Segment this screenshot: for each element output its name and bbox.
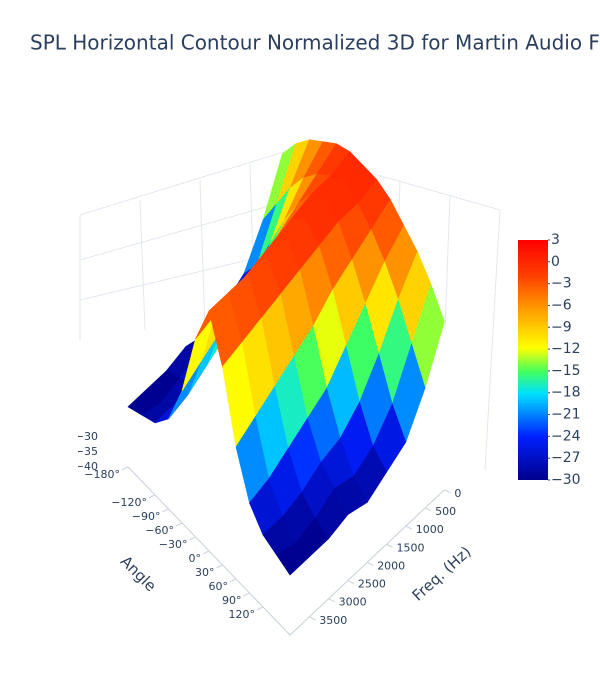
y-tick: [386, 543, 393, 548]
x-tick-label: 90°: [222, 594, 242, 607]
colorbar-tick-label: −6: [551, 297, 572, 313]
x-tick: [175, 522, 183, 527]
y-tick-label: 3500: [319, 614, 347, 627]
x-axis-title: Angle: [117, 552, 160, 595]
y-tick: [424, 507, 432, 512]
colorbar-tick-label: 3: [551, 232, 560, 248]
x-tick-label: −60°: [145, 524, 174, 537]
x-tick: [216, 564, 223, 569]
y-tick: [444, 489, 451, 494]
chart-title: SPL Horizontal Contour Normalized 3D for…: [30, 31, 600, 55]
x-tick-label: −90°: [132, 510, 161, 523]
x-tick: [243, 592, 250, 597]
x-tick-label: 30°: [195, 566, 215, 579]
y-tick: [366, 561, 374, 566]
x-tick: [229, 578, 237, 583]
x-tick: [148, 494, 156, 499]
x-tick-label: 0°: [189, 552, 202, 565]
z-axis: −30 −35 −40: [75, 430, 98, 473]
z-tick-label: −40: [75, 460, 98, 473]
y-tick: [328, 598, 335, 603]
colorbar: [518, 240, 548, 480]
y-tick-label: 0: [454, 487, 461, 500]
colorbar-ticks: 3 0 −3 −6 −9 −12 −15 −18 −21 −24 −27 −30: [548, 232, 581, 488]
colorbar-tick-label: −15: [551, 363, 581, 379]
x-tick-label: 60°: [209, 580, 229, 593]
colorbar-tick-label: −30: [551, 472, 581, 488]
y-tick-label: 500: [435, 505, 456, 518]
surface: [127, 139, 445, 576]
colorbar-tick-label: −27: [551, 450, 581, 466]
z-tick-label: −35: [75, 445, 98, 458]
z-tick-label: −30: [75, 430, 98, 443]
colorbar-tick-label: −3: [551, 276, 572, 292]
x-tick: [189, 536, 196, 541]
x-tick: [202, 550, 210, 555]
x-tick-label: −30°: [159, 538, 188, 551]
axes: −180° −120°−90°−60°−30°0°30°60°90°120° 0 50…: [84, 466, 461, 636]
colorbar-tick-label: −9: [551, 319, 572, 335]
x-tick-label: −180°: [84, 468, 120, 481]
x-tick: [162, 508, 169, 513]
x-tick-label: −120°: [111, 496, 147, 509]
colorbar-tick-label: −21: [551, 407, 581, 423]
y-tick: [347, 580, 355, 584]
x-tick: [256, 606, 264, 611]
x-tick: [121, 466, 129, 471]
y-tick-label: 2000: [377, 559, 405, 572]
colorbar-tick-label: −12: [551, 341, 581, 357]
y-tick-label: 2500: [358, 578, 386, 591]
surface-cell: [276, 542, 310, 576]
colorbar-tick-label: −18: [551, 385, 581, 401]
colorbar-tick-label: −24: [551, 428, 581, 444]
y-tick: [405, 525, 413, 530]
colorbar-tick-label: 0: [551, 254, 560, 270]
y-tick-label: 1500: [397, 541, 425, 554]
y-tick-label: 3000: [339, 596, 367, 609]
x-tick-label: 120°: [229, 608, 256, 621]
y-tick-label: 1000: [416, 523, 444, 536]
y-tick: [309, 616, 316, 621]
